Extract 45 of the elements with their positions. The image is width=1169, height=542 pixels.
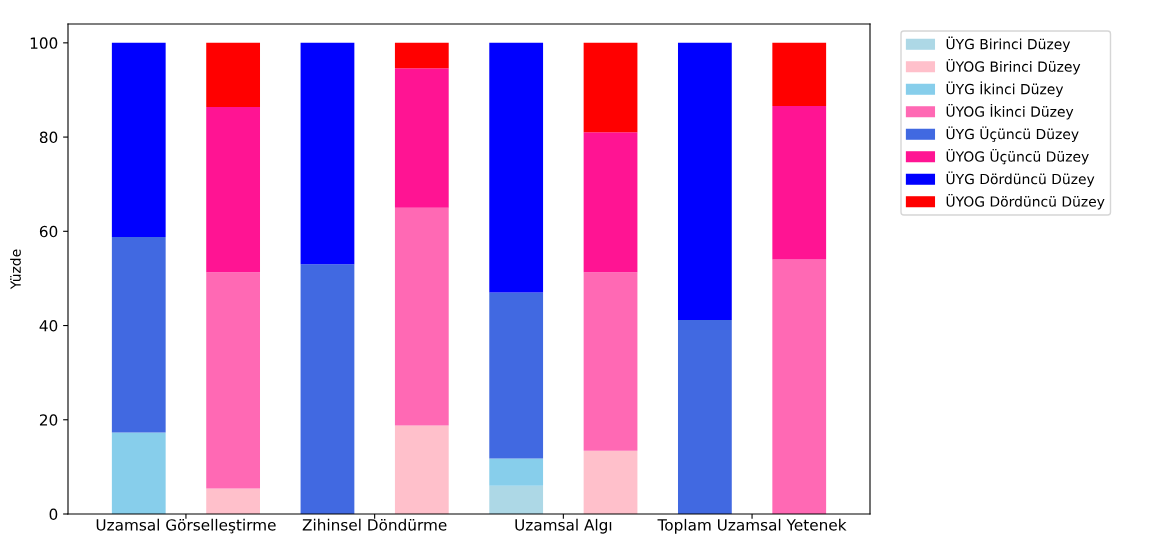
x-tick-label: Uzamsal Algı bbox=[515, 518, 612, 534]
bar bbox=[772, 105, 827, 260]
legend-label: ÜYOG İkinci Düzey bbox=[946, 103, 1074, 120]
bar bbox=[300, 42, 355, 265]
bar bbox=[772, 259, 827, 514]
y-axis-title: Yüzde bbox=[10, 249, 21, 290]
bar bbox=[677, 319, 732, 514]
bar bbox=[111, 42, 166, 237]
y-tick-label: 80 bbox=[39, 131, 58, 144]
bar bbox=[111, 236, 166, 433]
bar bbox=[583, 272, 638, 451]
bar bbox=[394, 68, 449, 208]
legend-label: ÜYG Birinci Düzey bbox=[946, 36, 1071, 53]
x-tick-label: Zihinsel Döndürme bbox=[302, 518, 447, 531]
bar bbox=[583, 42, 638, 133]
y-tick-label: 0 bbox=[49, 508, 58, 521]
bar bbox=[206, 488, 261, 514]
bar bbox=[300, 264, 355, 514]
bar bbox=[111, 432, 166, 514]
x-tick-label: Toplam Uzamsal Yetenek bbox=[657, 518, 847, 534]
legend-label: ÜYOG Dördüncü Düzey bbox=[946, 193, 1105, 210]
bar bbox=[772, 42, 827, 106]
bar bbox=[206, 42, 261, 107]
bar bbox=[677, 42, 732, 320]
bar bbox=[394, 207, 449, 426]
legend-label: ÜYOG Birinci Düzey bbox=[946, 58, 1081, 75]
bar bbox=[583, 132, 638, 273]
bar bbox=[489, 485, 544, 514]
y-tick-label: 40 bbox=[39, 320, 58, 332]
x-tick-label: Uzamsal Görselleştirme bbox=[96, 518, 276, 534]
bar bbox=[394, 425, 449, 514]
legend-label: ÜYG İkinci Düzey bbox=[946, 81, 1064, 98]
bar bbox=[206, 272, 261, 489]
bar bbox=[489, 458, 544, 486]
y-tick-label: 20 bbox=[39, 414, 58, 426]
bar bbox=[394, 42, 449, 69]
bar bbox=[583, 450, 638, 514]
bar bbox=[489, 292, 544, 459]
bar bbox=[489, 42, 544, 293]
y-tick-label: 100 bbox=[30, 37, 58, 49]
bar bbox=[206, 106, 261, 273]
legend-label: ÜYOG Üçüncü Düzey bbox=[946, 148, 1089, 165]
legend-label: ÜYG Üçüncü Düzey bbox=[946, 126, 1079, 143]
y-tick-label: 60 bbox=[39, 225, 58, 238]
legend-label: ÜYG Dördüncü Düzey bbox=[946, 171, 1095, 187]
